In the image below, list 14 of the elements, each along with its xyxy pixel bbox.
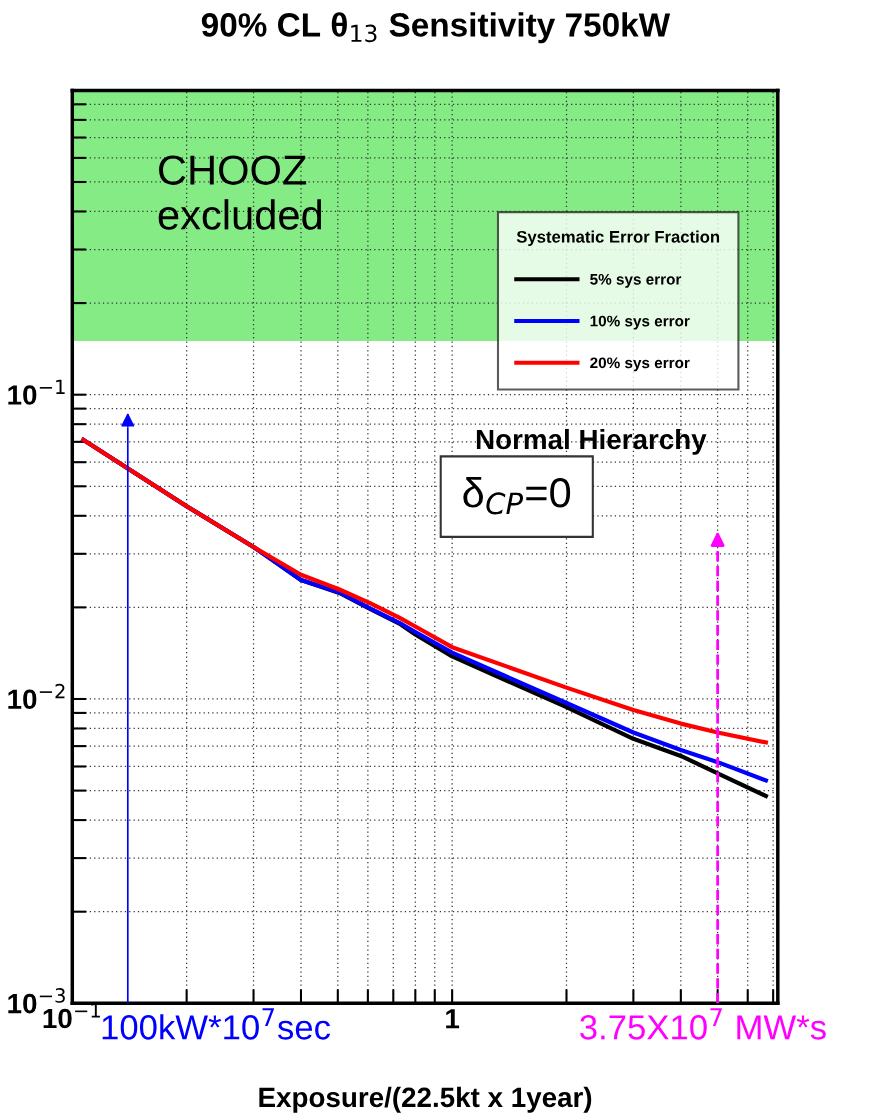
y-tick-label: 10$^{−1}$ bbox=[8, 379, 65, 405]
annotation: δ$_{CP}$=0 bbox=[463, 476, 571, 515]
ref-line-label: 100kW*10$^{7}$sec bbox=[102, 1008, 331, 1040]
legend-label: 20% sys error bbox=[590, 357, 690, 372]
legend-label: 10% sys error bbox=[590, 315, 690, 330]
chart-title: 90% CL θ$_{13}$ Sensitivity 750kW bbox=[201, 12, 671, 44]
ref-line-label: 3.75X10$^{7}$ MW*s bbox=[580, 1008, 826, 1040]
legend-label: 5% sys error bbox=[590, 273, 682, 288]
legend-title: Systematic Error Fraction bbox=[516, 230, 720, 247]
y-tick-label: 10$^{−2}$ bbox=[8, 683, 65, 710]
x-axis-title: Exposure/(22.5kt x 1year) bbox=[259, 1086, 592, 1113]
band-label: CHOOZ excluded bbox=[158, 155, 322, 230]
annotation: Normal Hierarchy bbox=[476, 428, 707, 455]
x-tick-label: 1 bbox=[446, 1009, 460, 1029]
